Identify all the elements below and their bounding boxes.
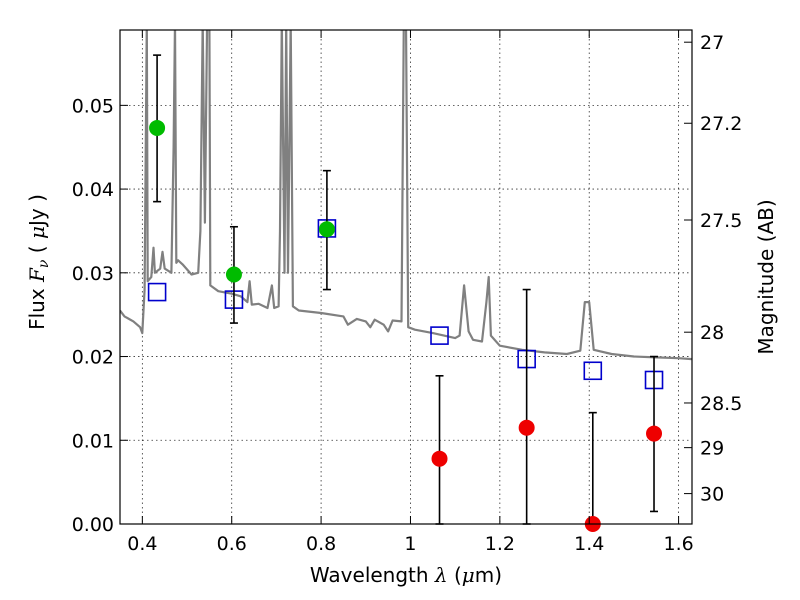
x-tick-label: 1.6 <box>663 533 693 555</box>
y-tick-label: 0.04 <box>72 179 114 201</box>
y-tick-label: 0.02 <box>72 347 114 369</box>
observed-point <box>149 119 166 136</box>
model-spectrum-line <box>120 30 692 361</box>
right-tick-label: 27.5 <box>700 210 742 232</box>
observed-point <box>431 450 448 467</box>
observed-point <box>318 221 335 238</box>
model-photometry-square <box>430 326 449 345</box>
right-tick-label: 27.2 <box>700 113 742 135</box>
model-photometry-square <box>147 282 167 302</box>
axes: 0.4 0.6 0.8 1 1.2 1.4 1.6 0.00 0.01 0.02 0.03 0.04 0… <box>72 30 742 555</box>
y-axis-title: Flux Fν ( μJy ) <box>25 194 52 330</box>
right-tick-label: 30 <box>700 484 724 506</box>
right-tick-label: 28.5 <box>700 393 742 415</box>
x-tick-label: 1.4 <box>574 533 604 555</box>
x-axis-title-mu: μ <box>462 563 475 587</box>
observed-point <box>225 266 242 283</box>
y-axis-title-mu: μ <box>25 226 49 239</box>
x-tick-label: 0.4 <box>127 533 157 555</box>
data-layer <box>120 30 692 361</box>
x-axis-title-paren: ( <box>448 563 462 587</box>
y-tick-label: 0.01 <box>72 430 114 452</box>
x-tick-label: 0.6 <box>217 533 247 555</box>
x-tick-label: 1.2 <box>485 533 515 555</box>
right-tick-label: 27 <box>700 32 724 54</box>
y-tick-label: 0.05 <box>72 95 114 117</box>
observed-point <box>518 419 535 436</box>
right-tick-label: 28 <box>700 322 724 344</box>
x-tick-label: 0.8 <box>306 533 336 555</box>
y-axis-title-unit: Jy ) <box>25 194 49 228</box>
y-axis-title-paren: ( <box>25 239 49 260</box>
model-photometry-square <box>583 361 603 381</box>
right-tick-label: 29 <box>700 438 724 460</box>
x-tick-label: 1 <box>404 533 416 555</box>
observed-point <box>646 425 663 442</box>
right-axis-title: Magnitude (AB) <box>754 199 778 354</box>
x-axis-title-lambda: λ <box>434 563 448 587</box>
x-axis-title-text: Wavelength <box>310 563 435 587</box>
y-axis-title-nu: ν <box>36 259 52 268</box>
y-axis-title-f: F <box>25 267 49 283</box>
y-axis-title-text: Flux <box>25 282 49 330</box>
x-axis-title-unit: m) <box>475 563 502 587</box>
y-tick-label: 0.00 <box>72 514 114 536</box>
y-tick-label: 0.03 <box>72 263 114 285</box>
x-axis-title: Wavelength λ (μm) <box>310 563 502 587</box>
plot-frame <box>119 29 693 525</box>
